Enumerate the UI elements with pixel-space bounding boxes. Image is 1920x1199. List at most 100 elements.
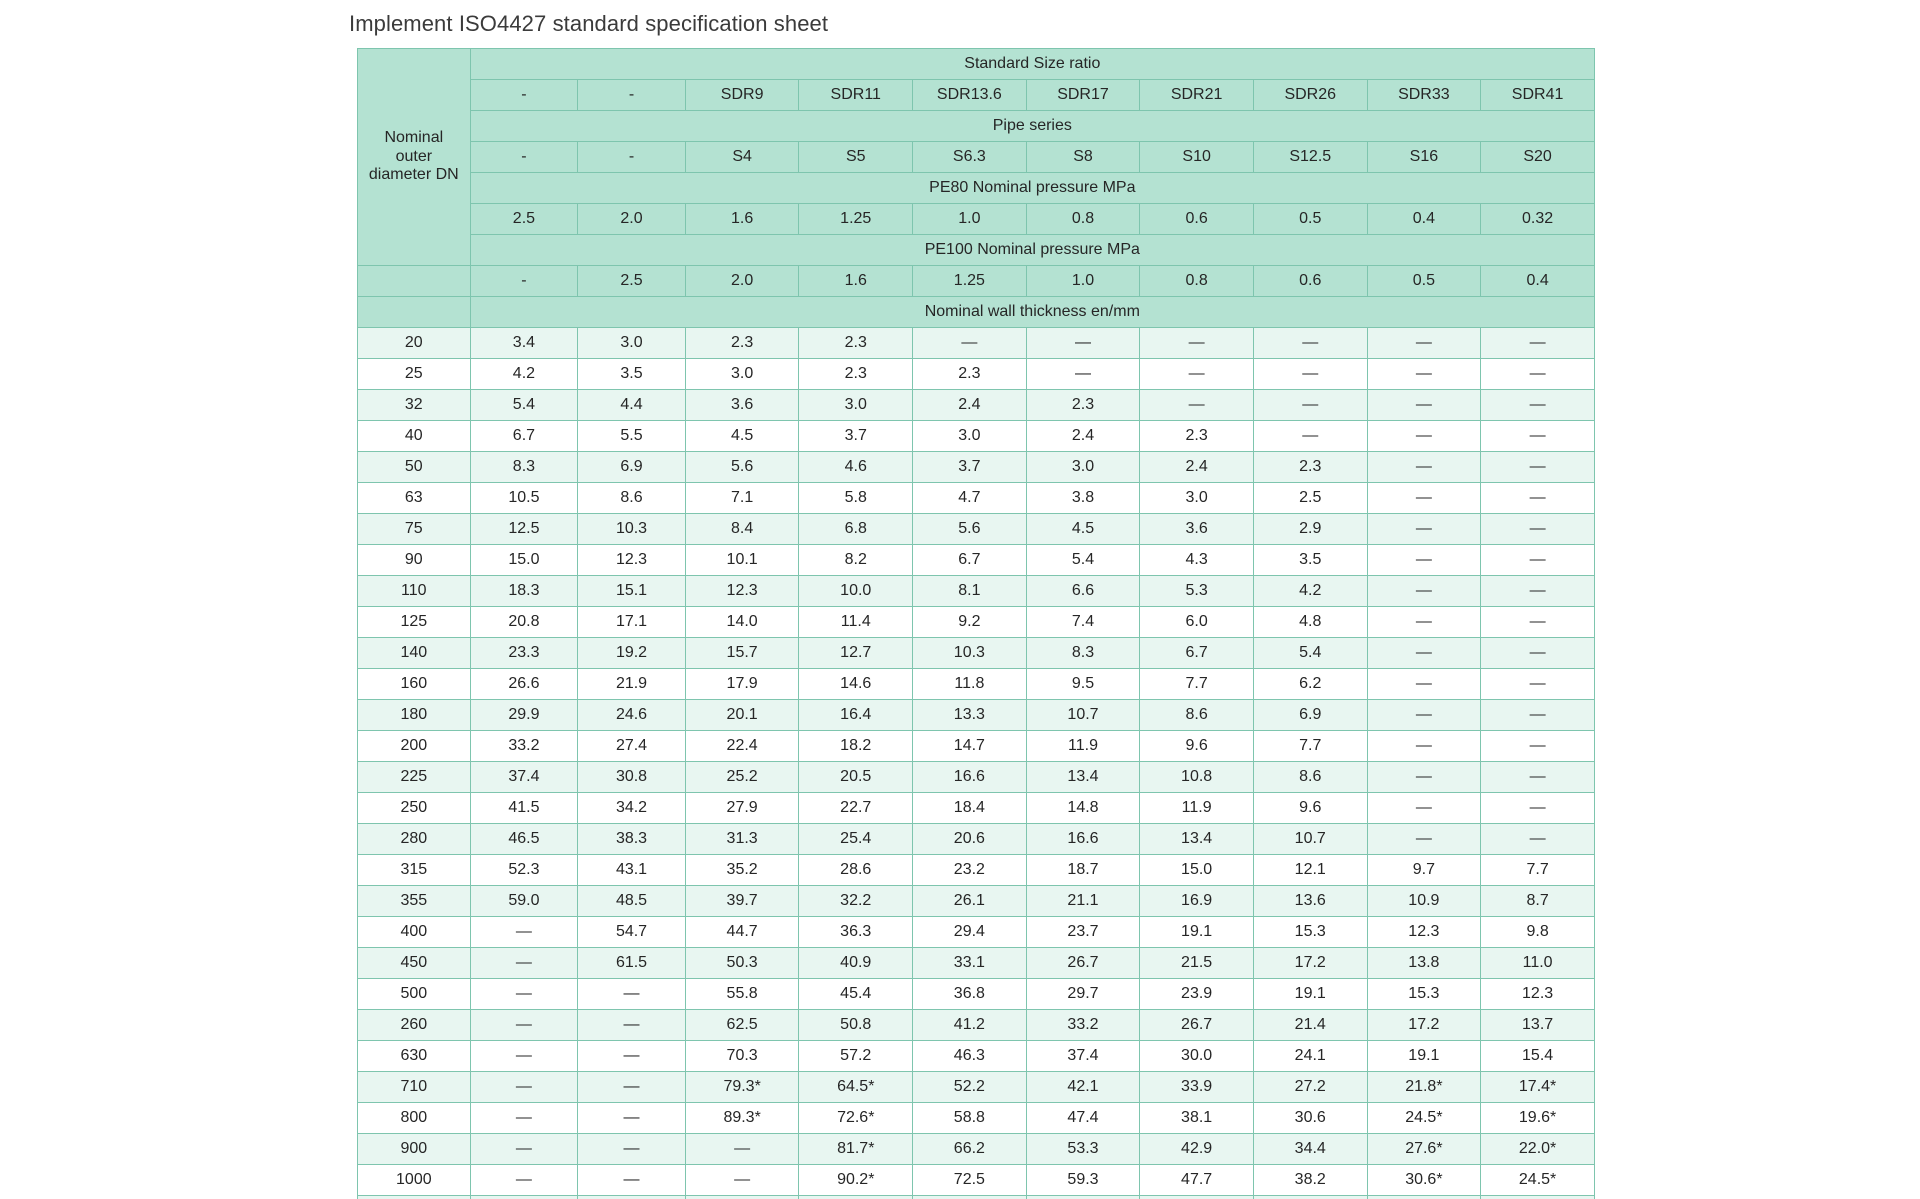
- wall-thickness-cell: 40.9: [798, 947, 914, 979]
- pe80-cell-8: 0.4: [1366, 203, 1482, 235]
- wall-thickness-cell: 47.7: [1139, 1164, 1254, 1196]
- wall-thickness-cell: 45.4: [798, 978, 914, 1010]
- pe80-cell-7: 0.5: [1252, 203, 1368, 235]
- dn-cell: 710: [357, 1071, 471, 1103]
- pe100-cell-1: 2.5: [577, 265, 686, 297]
- series-cell-2: S4: [684, 141, 800, 173]
- wall-thickness-cell: 5.6: [684, 451, 800, 483]
- wall-thickness-cell: —: [1480, 358, 1595, 390]
- dn-cell: 1200: [357, 1195, 471, 1199]
- table-row: 400—54.7 44.7 36.3 29.4 23.7 19.1 15.3 12.3 9.8: [357, 916, 1595, 948]
- wall-thickness-cell: 30.0: [1139, 1040, 1254, 1072]
- dn-cell: 50: [357, 451, 471, 483]
- table-row: 315 52.3 43.1 35.2 28.6 23.2 18.7 15.0 12.1 9.7 7.…: [357, 854, 1595, 886]
- wall-thickness-cell: 3.8: [1025, 482, 1141, 514]
- wall-thickness-cell: 46.3: [912, 1040, 1027, 1072]
- wall-thickness-cell: 90.2*: [798, 1164, 914, 1196]
- series-cell-7: S12.5: [1252, 141, 1368, 173]
- wall-thickness-cell: 11.9: [1139, 792, 1254, 824]
- wall-thickness-cell: 2.3: [798, 327, 914, 359]
- wall-thickness-cell: 9.5: [1025, 668, 1141, 700]
- wall-thickness-cell: 26.6: [469, 668, 579, 700]
- wall-thickness-cell: 9.2: [912, 606, 1027, 638]
- wall-thickness-cell: 14.6: [798, 668, 914, 700]
- table-row: 110 18.3 15.1 12.3 10.0 8.1 6.6 5.3 4.2— —: [357, 575, 1595, 607]
- dn-cell: 500: [357, 978, 471, 1010]
- corner-line-2: outer: [395, 147, 433, 165]
- wall-thickness-cell: 27.2: [1252, 1071, 1368, 1103]
- wall-thickness-cell: 12.5: [469, 513, 579, 545]
- wall-thickness-cell: 11.0: [1480, 947, 1595, 979]
- series-cell-3: S5: [798, 141, 914, 173]
- wall-thickness-cell: 15.0: [469, 544, 579, 576]
- table-row: 710— —79.3* 64.5* 52.2 42.1 33.9 27.2 21.8* 17.4…: [357, 1071, 1595, 1103]
- wall-thickness-cell: —: [1139, 389, 1254, 421]
- wall-thickness-cell: 33.2: [1025, 1009, 1141, 1041]
- pe80-cell-9: 0.32: [1480, 203, 1595, 235]
- wall-thickness-cell: 2.3: [798, 358, 914, 390]
- wall-thickness-cell: 3.0: [798, 389, 914, 421]
- series-cell-6: S10: [1139, 141, 1254, 173]
- wall-thickness-cell: —: [1480, 513, 1595, 545]
- wall-thickness-cell: 12.3: [1366, 916, 1482, 948]
- wall-thickness-cell: 3.5: [577, 358, 686, 390]
- wall-thickness-cell: 35.2: [684, 854, 800, 886]
- wall-thickness-cell: —: [1366, 513, 1482, 545]
- wall-thickness-cell: 43.1: [577, 854, 686, 886]
- wall-thickness-cell: 23.7: [1025, 916, 1141, 948]
- spec-table-body: Nominal outer diameter DN Standard Size …: [357, 48, 1596, 1199]
- header-row-pe100-values: - 2.5 2.0 1.6 1.25 1.0 0.8 0.6 0.5 0.4: [357, 265, 1595, 297]
- wall-thickness-cell: 10.5: [469, 482, 579, 514]
- wall-thickness-cell: 11.4: [798, 606, 914, 638]
- wall-thickness-cell: 50.8: [798, 1009, 914, 1041]
- wall-thickness-cell: 36.3: [798, 916, 914, 948]
- page-title: Implement ISO4427 standard specification…: [349, 11, 829, 36]
- wall-thickness-cell: 2.4: [912, 389, 1027, 421]
- wall-thickness-cell: —: [469, 1102, 579, 1134]
- wall-thickness-cell: —: [469, 947, 579, 979]
- wall-thickness-cell: 18.4: [912, 792, 1027, 824]
- wall-thickness-cell: 34.4: [1252, 1133, 1368, 1165]
- wall-thickness-cell: —: [469, 1009, 579, 1041]
- wall-thickness-cell: 39.7: [684, 885, 800, 917]
- wall-thickness-cell: —: [469, 1195, 579, 1199]
- wall-thickness-cell: —: [1366, 358, 1482, 390]
- wall-thickness-cell: 41.2: [912, 1009, 1027, 1041]
- wall-thickness-cell: 28.6: [798, 854, 914, 886]
- wall-thickness-cell: —: [1139, 358, 1254, 390]
- wall-thickness-cell: 8.6: [577, 482, 686, 514]
- section-title-standard-size-ratio: Standard Size ratio: [469, 48, 1596, 80]
- header-row-pe80-values: 2.5 2.0 1.6 1.25 1.0 0.8 0.6 0.5 0.4 0.3…: [358, 203, 1595, 235]
- header-row-sdr-title: Nominal outer diameter DN Standard Size …: [357, 48, 1596, 266]
- series-cell-5: S8: [1025, 141, 1141, 173]
- dn-cell: 800: [357, 1102, 471, 1134]
- dn-cell: 140: [357, 637, 471, 669]
- sdr-cell-7: SDR26: [1252, 79, 1368, 111]
- wall-thickness-cell: 21.4: [1252, 1009, 1368, 1041]
- table-row: 160 26.6 21.9 17.9 14.6 11.8 9.5 7.7 6.2— —: [357, 668, 1595, 700]
- wall-thickness-cell: 52.2: [912, 1071, 1027, 1103]
- dn-cell: 260: [357, 1009, 471, 1041]
- wall-thickness-cell: 23.9: [1139, 978, 1254, 1010]
- wall-thickness-cell: 8.3: [469, 451, 579, 483]
- wall-thickness-cell: 10.7: [1025, 699, 1141, 731]
- wall-thickness-cell: 18.3: [469, 575, 579, 607]
- wall-thickness-cell: —: [1025, 358, 1141, 390]
- wall-thickness-cell: 16.6: [1025, 823, 1141, 855]
- wall-thickness-cell: 15.3: [1366, 978, 1482, 1010]
- wall-thickness-cell: —: [1252, 420, 1368, 452]
- wall-thickness-cell: 20.6: [912, 823, 1027, 855]
- wall-thickness-cell: 3.6: [1139, 513, 1254, 545]
- table-row: 125 20.8 17.1 14.0 11.4 9.2 7.4 6.0 4.8— —: [357, 606, 1595, 638]
- pe80-cell-1: 2.0: [577, 203, 686, 235]
- wall-thickness-cell: —: [684, 1164, 800, 1196]
- wall-thickness-cell: 15.3: [1252, 916, 1368, 948]
- wall-thickness-cell: 67.9: [1025, 1195, 1141, 1199]
- wall-thickness-cell: 29.4: [912, 916, 1027, 948]
- header-row-sdr-values: - - SDR9 SDR11 SDR13.6 SDR17 SDR21 SDR26…: [358, 79, 1595, 111]
- wall-thickness-cell: 6.2: [1252, 668, 1368, 700]
- table-row: 1200————88.267.957.245.936.7*29.4*: [357, 1195, 1595, 1199]
- wall-thickness-cell: 12.3: [1480, 978, 1595, 1010]
- wall-thickness-cell: 5.6: [912, 513, 1027, 545]
- wall-thickness-cell: 29.7: [1025, 978, 1141, 1010]
